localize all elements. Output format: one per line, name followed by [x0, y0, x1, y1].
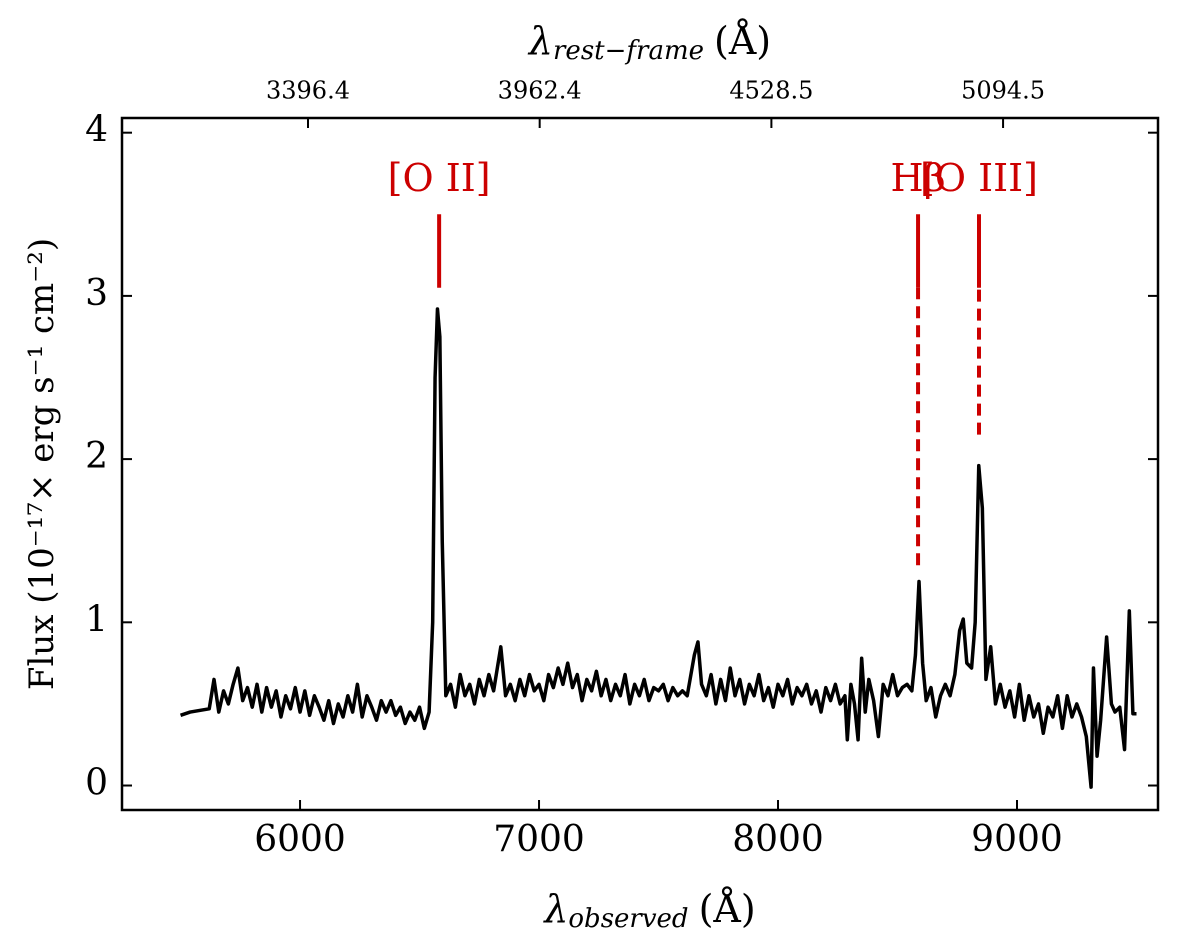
x-label-unit: (Å) [699, 887, 756, 931]
x2-label-unit: (Å) [714, 19, 771, 63]
plot-frame [120, 116, 1160, 812]
annotation-label: [O II] [388, 156, 491, 200]
x-tick-label: 6000 [254, 819, 346, 860]
y-tick-label: 2 [85, 436, 108, 477]
y-tick-label: 1 [85, 599, 108, 640]
y-tick-label: 3 [85, 273, 108, 314]
x-tick-label: 8000 [732, 819, 824, 860]
x-tick-label: 9000 [971, 819, 1063, 860]
annotation-label: [O III] [920, 156, 1038, 200]
annotation-label: Hβ [891, 156, 946, 200]
x-axis-label: λobserved (Å) [542, 887, 755, 935]
x2-tick-label: 5094.5 [961, 77, 1045, 105]
x-label-subscript: observed [568, 904, 688, 934]
x-label-symbol: λ [542, 887, 568, 931]
y-axis-label: Flux (10⁻¹⁷× erg s⁻¹ cm⁻²) [22, 238, 62, 690]
x2-label-subscript: rest−frame [553, 36, 704, 66]
spectrum-line [179, 307, 1137, 789]
y-tick-label: 0 [85, 763, 108, 804]
x-tick-label: 7000 [493, 819, 585, 860]
x2-label-symbol: λ [527, 19, 553, 63]
x2-tick-label: 3962.4 [498, 77, 582, 105]
x2-axis-label: λrest−frame (Å) [527, 19, 771, 67]
y-tick-label: 4 [85, 110, 108, 151]
x2-tick-label: 3396.4 [266, 77, 350, 105]
x2-tick-label: 4528.5 [729, 77, 813, 105]
